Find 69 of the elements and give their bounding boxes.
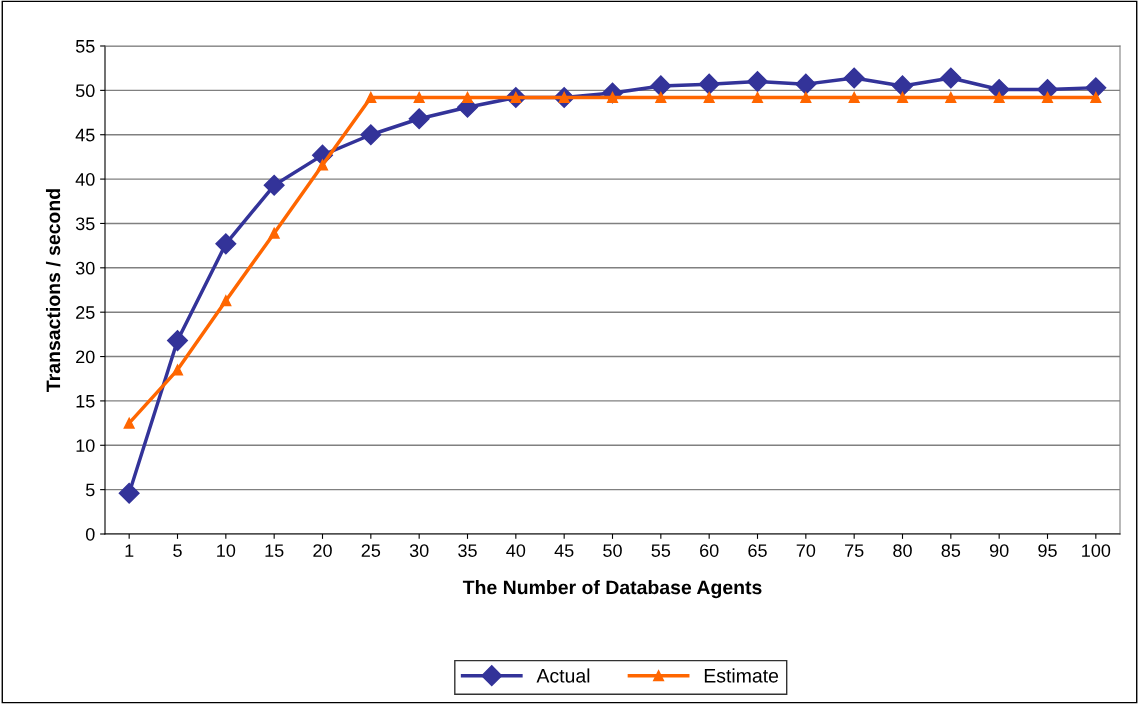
point [166,330,189,352]
x-tick-label: 80 [893,544,912,557]
point [215,233,237,255]
x-tick-label: 65 [748,544,767,557]
point [408,108,430,130]
point [316,159,329,171]
y-tick-label: 35 [75,217,95,231]
y-tick-label: 15 [76,395,95,408]
x-tick-label: 30 [409,544,429,557]
x-tick-label: 95 [1038,544,1057,557]
point [655,91,667,104]
point [848,91,860,104]
x-tick-label: 75 [845,544,864,557]
x-tick-label: 1 [125,544,134,557]
legend-label: Actual [536,668,590,683]
x-tick-label: 25 [361,544,381,557]
point [171,364,184,376]
y-axis-title: Transactions / second [45,189,61,392]
point [413,91,425,104]
x-tick-label: 20 [313,544,332,557]
x-tick-label: 60 [700,544,719,557]
x-tick-label: 70 [796,544,816,557]
point [123,417,135,429]
x-tick-label: 100 [1082,544,1111,557]
x-tick-label: 5 [173,544,182,557]
y-tick-label: 55 [75,40,95,53]
x-axis-title: The Number of Database Agents [462,580,762,599]
y-tick-label: 30 [75,261,95,275]
point [461,91,474,104]
point [365,91,377,104]
y-tick-label: 0 [85,527,95,541]
y-tick-label: 20 [76,350,95,364]
y-tick-label: 5 [85,483,95,497]
point [263,174,285,196]
point [118,482,140,504]
x-tick-label: 40 [506,544,526,557]
y-tick-label: 40 [75,173,95,186]
x-tick-label: 15 [265,544,284,557]
y-tick-label: 50 [75,84,95,98]
x-tick-label: 50 [603,544,622,557]
x-tick-label: 35 [458,544,477,557]
point [795,73,817,95]
point [650,75,672,97]
point [896,91,909,104]
point [1085,77,1107,99]
point [945,91,957,104]
point [843,67,865,89]
legend-label: Estimate [704,668,779,683]
point [746,70,769,93]
x-tick-label: 10 [217,544,236,557]
y-tick-label: 45 [75,128,95,142]
point [891,75,914,97]
point [220,295,232,307]
point [751,91,764,104]
x-tick-label: 90 [989,544,1009,557]
point [1090,91,1102,104]
y-tick-label: 10 [76,439,95,452]
x-tick-label: 55 [651,544,671,557]
point [268,227,280,239]
point [940,67,962,89]
y-tick-label: 25 [76,306,95,319]
point [800,91,812,104]
point [698,73,720,95]
point [703,91,715,104]
point [360,124,382,146]
x-tick-label: 45 [554,544,574,557]
point [993,91,1005,104]
point [1041,91,1054,104]
x-tick-label: 85 [941,544,961,557]
